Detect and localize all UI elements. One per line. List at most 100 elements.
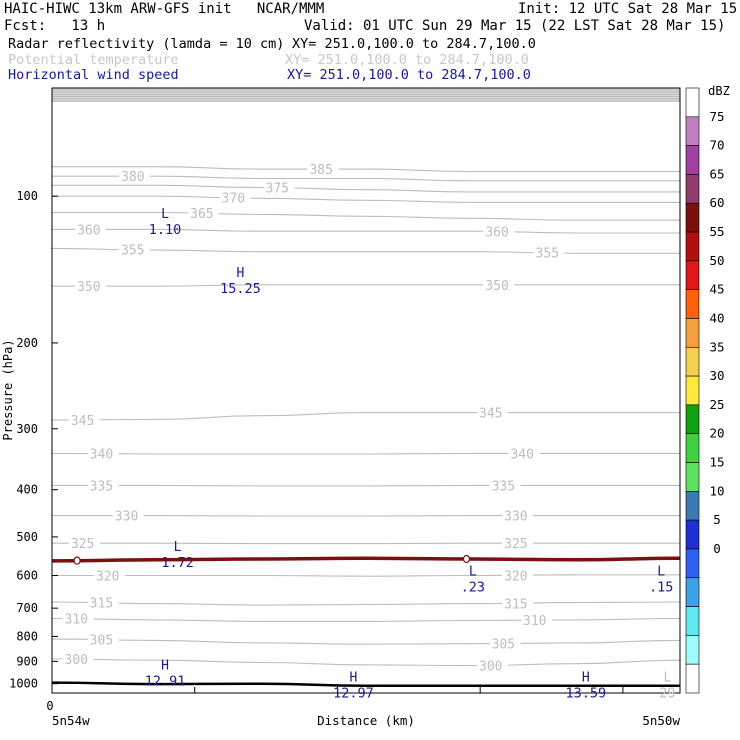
colorbar-label: 0 [713, 541, 721, 556]
theta-label-bg [489, 636, 521, 651]
theta-label-bg [68, 412, 100, 427]
theta-contour [52, 452, 680, 455]
theta-label-bg [489, 478, 521, 493]
surface-pressure-line [52, 681, 680, 688]
theta-label-bg [62, 652, 94, 667]
theta-label: 300 [479, 659, 502, 674]
wind-extremum-kind: L [657, 564, 665, 579]
reflectivity-cell-marker [462, 554, 471, 564]
wind-extremum-value: 12.91 [145, 674, 186, 690]
theta-label-bg [533, 245, 565, 260]
colorbar-label: 10 [709, 483, 724, 498]
wind-extremum-value: 1.72 [161, 555, 194, 571]
colorbar-cell [685, 404, 700, 435]
theta-label: 315 [90, 597, 113, 612]
colorbar-label: 30 [709, 368, 724, 383]
y-tick-label: 1000 [9, 677, 38, 691]
colorbar-cell [685, 231, 700, 262]
colorbar-label: 35 [709, 339, 724, 354]
field-xy-wind: XY= 251.0,100.0 to 284.7,100.0 [287, 67, 531, 83]
theta-label: 310 [65, 613, 88, 628]
theta-contour [52, 574, 680, 577]
theta-label-bg [93, 568, 125, 583]
theta-label: 335 [492, 479, 515, 494]
theta-label: 370 [222, 191, 245, 206]
theta-label: 350 [485, 279, 508, 294]
theta-label-bg [263, 180, 295, 195]
y-tick-label: 800 [16, 629, 38, 643]
wind-extremum-kind: H [582, 671, 590, 686]
colorbar-cell [685, 174, 700, 204]
theta-label-bg [477, 405, 509, 420]
theta-label: 335 [90, 479, 113, 494]
colorbar-cell [685, 375, 700, 406]
theta-label-bg [508, 446, 540, 461]
theta-label: 355 [536, 247, 559, 262]
valid-time: Valid: 01 UTC Sun 29 Mar 15 (22 LST Sat … [304, 18, 726, 34]
y-axis-label: Pressure (hPa) [1, 339, 15, 440]
wind-extremum-value: 13.59 [565, 686, 606, 702]
wind-extremum-kind: H [161, 659, 169, 674]
theta-label: 345 [71, 414, 94, 429]
theta-label-bg [483, 277, 515, 292]
colorbar-cell [685, 346, 700, 377]
x-axis-label: Distance (km) [317, 713, 415, 728]
y-tick-label: 600 [16, 569, 38, 583]
y-tick-label: 100 [16, 189, 38, 203]
theta-contour [52, 412, 680, 421]
field-xy-theta: XY= 251.0,100.0 to 284.7,100.0 [285, 52, 529, 68]
y-tick-label: 300 [16, 422, 38, 436]
wind-extremum-kind: L [161, 207, 169, 222]
theta-label-bg [87, 478, 119, 493]
colorbar-cell [685, 663, 700, 694]
colorbar-cell [685, 87, 700, 118]
theta-label: 330 [115, 510, 138, 525]
theta-label-bg [75, 279, 107, 294]
theta-contour [52, 175, 680, 182]
theta-contour [52, 484, 680, 487]
x-tick-label-0: 0 [46, 699, 53, 713]
colorbar-cell [685, 606, 700, 636]
forecast-hour: Fcst: 13 h [4, 18, 106, 34]
theta-label: 360 [77, 223, 100, 238]
wind-extremum-kind: H [350, 671, 358, 686]
theta-label: 320 [504, 569, 527, 584]
theta-contour [52, 211, 680, 221]
theta-label: 300 [65, 653, 88, 668]
field-xy-reflectivity: XY= 251.0,100.0 to 284.7,100.0 [292, 36, 536, 52]
wind-extremum-value: .15 [649, 579, 673, 595]
theta-label: 360 [485, 225, 508, 240]
theta-label-bg [483, 224, 515, 239]
y-tick-label: 200 [16, 336, 38, 350]
theta-label: 320 [96, 570, 119, 585]
theta-label: 385 [309, 163, 332, 178]
theta-label: 350 [77, 280, 100, 295]
theta-label-bg [502, 568, 534, 583]
theta-contour [52, 195, 680, 203]
y-tick-label: 500 [16, 530, 38, 544]
theta-label-bg [502, 536, 534, 551]
field-name-wind: Horizontal wind speed [8, 67, 179, 83]
wind-extremum-value: .23 [461, 579, 485, 595]
theta-contour [52, 228, 680, 234]
plot-frame [51, 87, 681, 694]
colorbar-label: 50 [709, 253, 724, 268]
colorbar-cell [685, 260, 700, 290]
colorbar-cell [685, 289, 700, 319]
y-tick-label: 700 [16, 601, 38, 615]
theta-label-bg [188, 206, 220, 221]
colorbar-cell [685, 145, 700, 175]
theta-label-bg [87, 446, 119, 461]
colorbar-label: 25 [709, 397, 724, 412]
theta-contour [52, 617, 680, 622]
theta-label-bg [477, 658, 509, 673]
x-start-label: 5n54w [52, 713, 90, 728]
theta-label: 375 [266, 182, 289, 197]
theta-label: 340 [90, 448, 113, 463]
colorbar-cell [685, 116, 700, 146]
theta-label: 355 [121, 244, 144, 259]
field-name-reflectivity: Radar reflectivity (lamda = 10 cm) [8, 36, 285, 52]
colorbar-label: 65 [709, 166, 724, 181]
colorbar-label: 55 [709, 224, 724, 239]
